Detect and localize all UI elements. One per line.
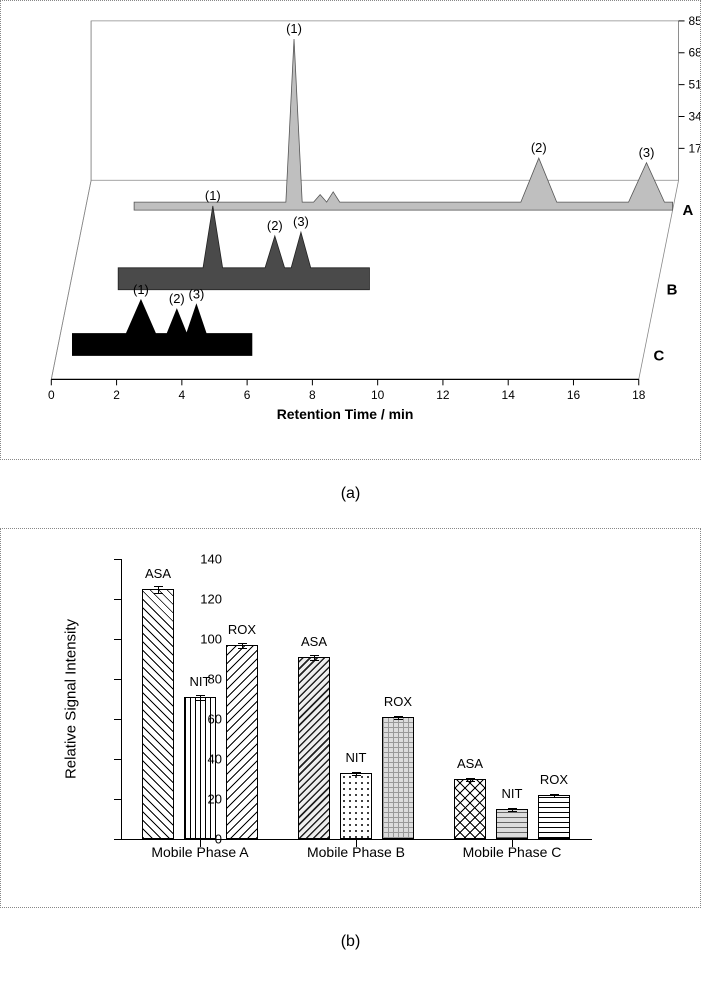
bar-label: NIT — [502, 786, 523, 801]
svg-text:340: 340 — [689, 109, 700, 123]
svg-text:0: 0 — [48, 388, 55, 402]
ytick-label: 80 — [182, 672, 222, 687]
svg-text:(3): (3) — [639, 145, 655, 160]
bar-asa — [298, 657, 330, 839]
bar-rox — [382, 717, 414, 839]
svg-text:A: A — [683, 202, 694, 219]
chromatogram-svg: 0 2 4 6 8 10 12 14 16 18 Retention Time / min 170 34… — [1, 1, 700, 459]
svg-text:(3): (3) — [293, 214, 309, 229]
y-axis-label: Relative Signal Intensity — [63, 619, 80, 779]
group-label: Mobile Phase C — [463, 844, 562, 860]
bar-asa — [142, 589, 174, 839]
sublabel-b: (b) — [0, 933, 701, 951]
svg-text:18: 18 — [632, 388, 646, 402]
svg-text:850: 850 — [689, 14, 700, 28]
svg-text:(1): (1) — [205, 188, 221, 203]
svg-text:680: 680 — [689, 46, 700, 60]
ytick-label: 100 — [182, 632, 222, 647]
svg-text:(2): (2) — [267, 218, 283, 233]
svg-text:(1): (1) — [286, 21, 302, 36]
bar-label: ROX — [540, 772, 568, 787]
bar-rox — [226, 645, 258, 839]
bar-chart-panel: Relative Signal Intensity ASA NIT ROX Mobil… — [0, 528, 701, 908]
svg-text:B: B — [667, 282, 678, 299]
svg-text:4: 4 — [179, 388, 186, 402]
svg-text:C: C — [653, 347, 664, 364]
svg-text:(2): (2) — [169, 291, 185, 306]
svg-text:(3): (3) — [189, 287, 205, 302]
svg-text:170: 170 — [689, 141, 700, 155]
bar-label: ROX — [228, 622, 256, 637]
sublabel-a: (a) — [0, 485, 701, 503]
svg-text:10: 10 — [371, 388, 385, 402]
bar-rox — [538, 795, 570, 839]
svg-text:16: 16 — [567, 388, 581, 402]
bar-label: ASA — [145, 566, 171, 581]
bar-label: ASA — [301, 634, 327, 649]
ytick-label: 140 — [182, 552, 222, 567]
ytick-label: 20 — [182, 792, 222, 807]
chromatogram-3d-panel: 0 2 4 6 8 10 12 14 16 18 Retention Time / min 170 34… — [0, 0, 701, 460]
svg-text:510: 510 — [689, 78, 700, 92]
svg-text:6: 6 — [244, 388, 251, 402]
svg-text:8: 8 — [309, 388, 316, 402]
ytick-label: 0 — [182, 832, 222, 847]
bar-label: ROX — [384, 694, 412, 709]
svg-text:Retention Time / min: Retention Time / min — [277, 406, 414, 422]
bar-asa — [454, 779, 486, 839]
ytick-label: 120 — [182, 592, 222, 607]
svg-text:(2): (2) — [531, 140, 547, 155]
bar-label: ASA — [457, 756, 483, 771]
bar-nit — [496, 809, 528, 839]
ytick-label: 60 — [182, 712, 222, 727]
svg-text:2: 2 — [113, 388, 120, 402]
group-label: Mobile Phase B — [307, 844, 405, 860]
svg-text:(1): (1) — [133, 282, 149, 297]
bar-label: NIT — [346, 750, 367, 765]
svg-text:14: 14 — [502, 388, 516, 402]
svg-text:12: 12 — [436, 388, 450, 402]
ytick-label: 40 — [182, 752, 222, 767]
bar-nit — [340, 773, 372, 839]
